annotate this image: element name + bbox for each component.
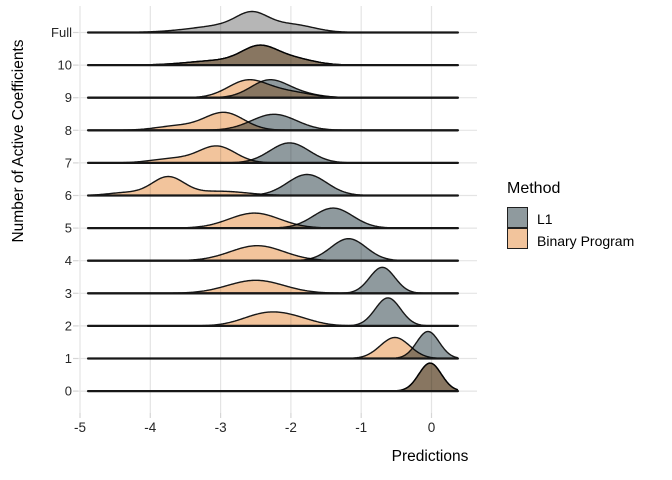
y-tick-label-9: 9 [65, 90, 72, 105]
y-tick-label-6: 6 [65, 188, 72, 203]
density-curve-0-binary-program [87, 362, 459, 392]
y-tick-label-7: 7 [65, 155, 72, 170]
y-tick-label-8: 8 [65, 123, 72, 138]
y-tick-label-0: 0 [65, 384, 72, 399]
density-curve-Full-full-model [87, 10, 459, 34]
y-tick-label-4: 4 [65, 253, 72, 268]
density-curve-4-binary-program [87, 245, 459, 262]
y-axis-title: Number of Active Coefficients [10, 39, 27, 243]
legend-swatch-l1-icon [507, 207, 528, 228]
y-tick-label-5: 5 [65, 221, 72, 236]
legend-label-l1: L1 [537, 211, 553, 227]
x-tick-label--4: -4 [144, 420, 156, 435]
legend: Method L1 Binary Program [507, 180, 667, 249]
density-curve-9-l1 [87, 79, 459, 99]
x-tick-label--1: -1 [355, 420, 367, 435]
density-curve-0-l1 [87, 362, 459, 392]
x-tick-label--3: -3 [215, 420, 227, 435]
density-curve-1-binary-program [87, 336, 459, 360]
density-curve-8-l1 [87, 113, 459, 131]
y-tick-label-10: 10 [58, 58, 72, 73]
y-tick-label-1: 1 [65, 351, 72, 366]
y-tick-label-2: 2 [65, 318, 72, 333]
legend-label-binary-program: Binary Program [537, 233, 635, 249]
legend-title: Method [507, 180, 561, 197]
x-axis-title: Predictions [391, 448, 469, 465]
density-curve-10-l1 [87, 44, 459, 66]
x-tick-label-0: 0 [428, 420, 436, 435]
y-tick-label-Full: Full [51, 25, 72, 40]
density-curve-7-l1 [87, 142, 459, 164]
density-curve-5-binary-program [87, 212, 459, 229]
legend-swatch-binary-program-icon [507, 228, 528, 249]
y-tick-label-3: 3 [65, 286, 72, 301]
x-tick-label--5: -5 [74, 420, 86, 435]
x-tick-label--2: -2 [285, 420, 297, 435]
